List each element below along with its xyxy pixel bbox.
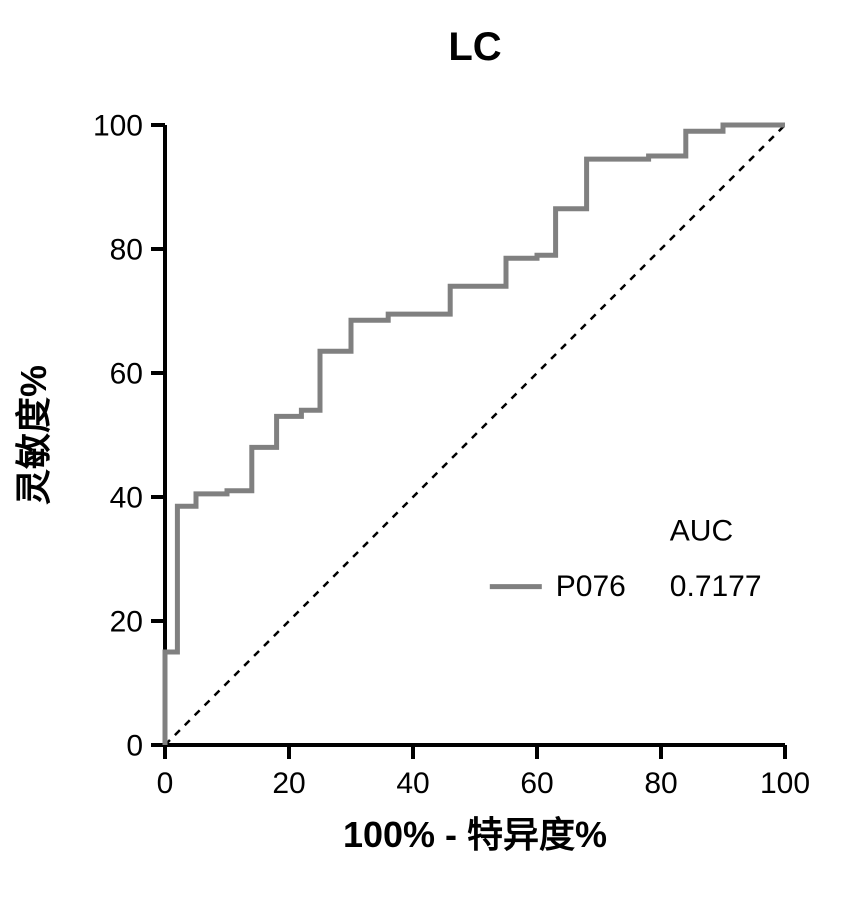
y-tick-label: 100	[93, 110, 143, 143]
x-tick-label: 40	[396, 767, 429, 800]
x-tick-label: 20	[272, 767, 305, 800]
y-tick-label: 80	[110, 234, 143, 267]
x-axis-label: 100% - 特异度%	[343, 814, 607, 855]
y-tick-label: 0	[126, 730, 143, 763]
legend-auc-value: 0.7177	[670, 570, 762, 603]
y-tick-label: 20	[110, 606, 143, 639]
chart-title: LC	[448, 25, 501, 69]
legend-series-label: P076	[556, 570, 626, 603]
chart-svg: LC 0 20 40 60 80 100 0 20 40 60 80 100 100% - 特异度% 灵敏度…	[0, 0, 845, 911]
x-tick-label: 0	[157, 767, 174, 800]
y-tick-label: 40	[110, 482, 143, 515]
y-tick-label: 60	[110, 358, 143, 391]
roc-chart: LC 0 20 40 60 80 100 0 20 40 60 80 100 100% - 特异度% 灵敏度…	[0, 0, 845, 911]
x-tick-label: 60	[520, 767, 553, 800]
x-tick-label: 80	[644, 767, 677, 800]
x-tick-label: 100	[760, 767, 810, 800]
y-axis-label: 灵敏度%	[13, 365, 54, 505]
diagonal-reference-line	[165, 125, 785, 745]
legend-auc-header: AUC	[670, 514, 733, 547]
